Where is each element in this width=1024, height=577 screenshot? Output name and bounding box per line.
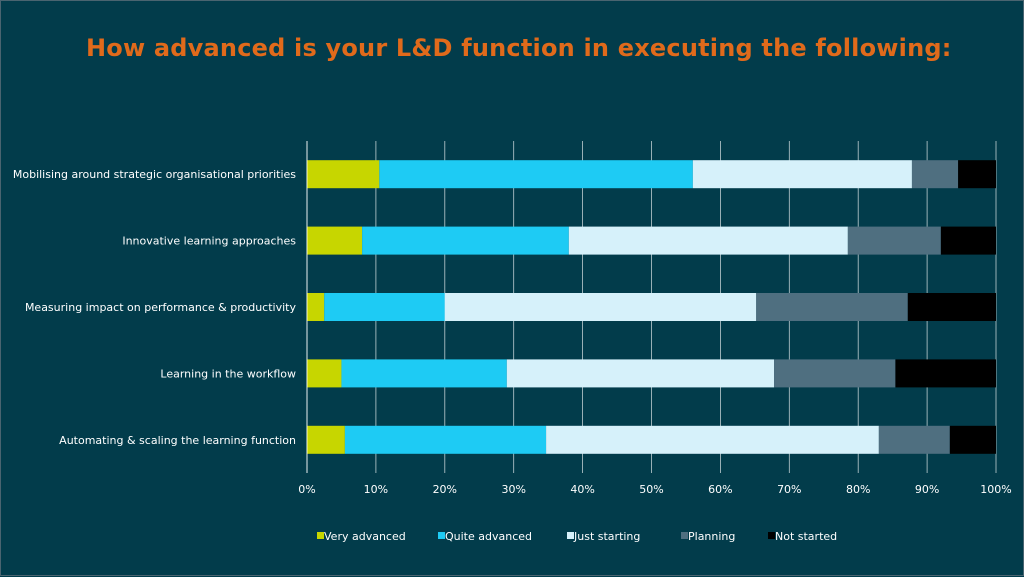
bar-segment — [379, 160, 693, 189]
x-tick-label: 0% — [298, 483, 315, 496]
legend-swatch — [317, 532, 324, 539]
bar-segment — [362, 226, 569, 255]
bar-segment — [324, 293, 445, 321]
bar-segment — [506, 359, 775, 388]
bar-segment — [949, 425, 996, 454]
category-label: Measuring impact on performance & produc… — [25, 301, 297, 314]
x-tick-label: 60% — [708, 483, 732, 496]
legend-label: Just starting — [573, 530, 640, 543]
x-tick-label: 10% — [364, 483, 388, 496]
x-tick-label: 70% — [777, 483, 801, 496]
x-tick-label: 100% — [980, 483, 1011, 496]
bar-segment — [911, 160, 959, 189]
bar-segment — [344, 425, 547, 454]
bar-segment — [756, 293, 908, 321]
legend-swatch — [567, 532, 574, 539]
bar-segment — [307, 425, 345, 454]
bar-segment — [692, 160, 912, 189]
chart-title: How advanced is your L&D function in exe… — [86, 34, 952, 62]
legend-label: Very advanced — [324, 530, 406, 543]
bar-segment — [958, 160, 996, 189]
legend-label: Not started — [775, 530, 837, 543]
x-tick-label: 90% — [915, 483, 939, 496]
x-tick-label: 20% — [433, 483, 457, 496]
category-label: Innovative learning approaches — [122, 235, 296, 248]
bar-segment — [546, 425, 879, 454]
bar-segment — [878, 425, 950, 454]
legend-label: Quite advanced — [445, 530, 532, 543]
category-label: Automating & scaling the learning functi… — [59, 434, 296, 447]
x-tick-label: 30% — [501, 483, 525, 496]
legend-swatch — [768, 532, 775, 539]
x-tick-label: 50% — [639, 483, 663, 496]
bar-segment — [307, 359, 342, 388]
category-label: Mobilising around strategic organisation… — [13, 168, 296, 181]
legend-swatch — [438, 532, 445, 539]
bar-segment — [568, 226, 848, 255]
legend-swatch — [681, 532, 688, 539]
bar-segment — [341, 359, 507, 388]
bar-segment — [847, 226, 941, 255]
bar-segment — [907, 293, 996, 321]
bar-segment — [895, 359, 996, 388]
bar-segment — [307, 293, 325, 321]
category-label: Learning in the workflow — [160, 367, 296, 380]
bar-segment — [307, 160, 380, 189]
x-tick-label: 40% — [570, 483, 594, 496]
legend-label: Planning — [688, 530, 735, 543]
bar-segment — [940, 226, 996, 255]
bar-segment — [774, 359, 896, 388]
bar-segment — [307, 226, 363, 255]
bar-segment — [444, 293, 757, 321]
x-tick-label: 80% — [846, 483, 870, 496]
